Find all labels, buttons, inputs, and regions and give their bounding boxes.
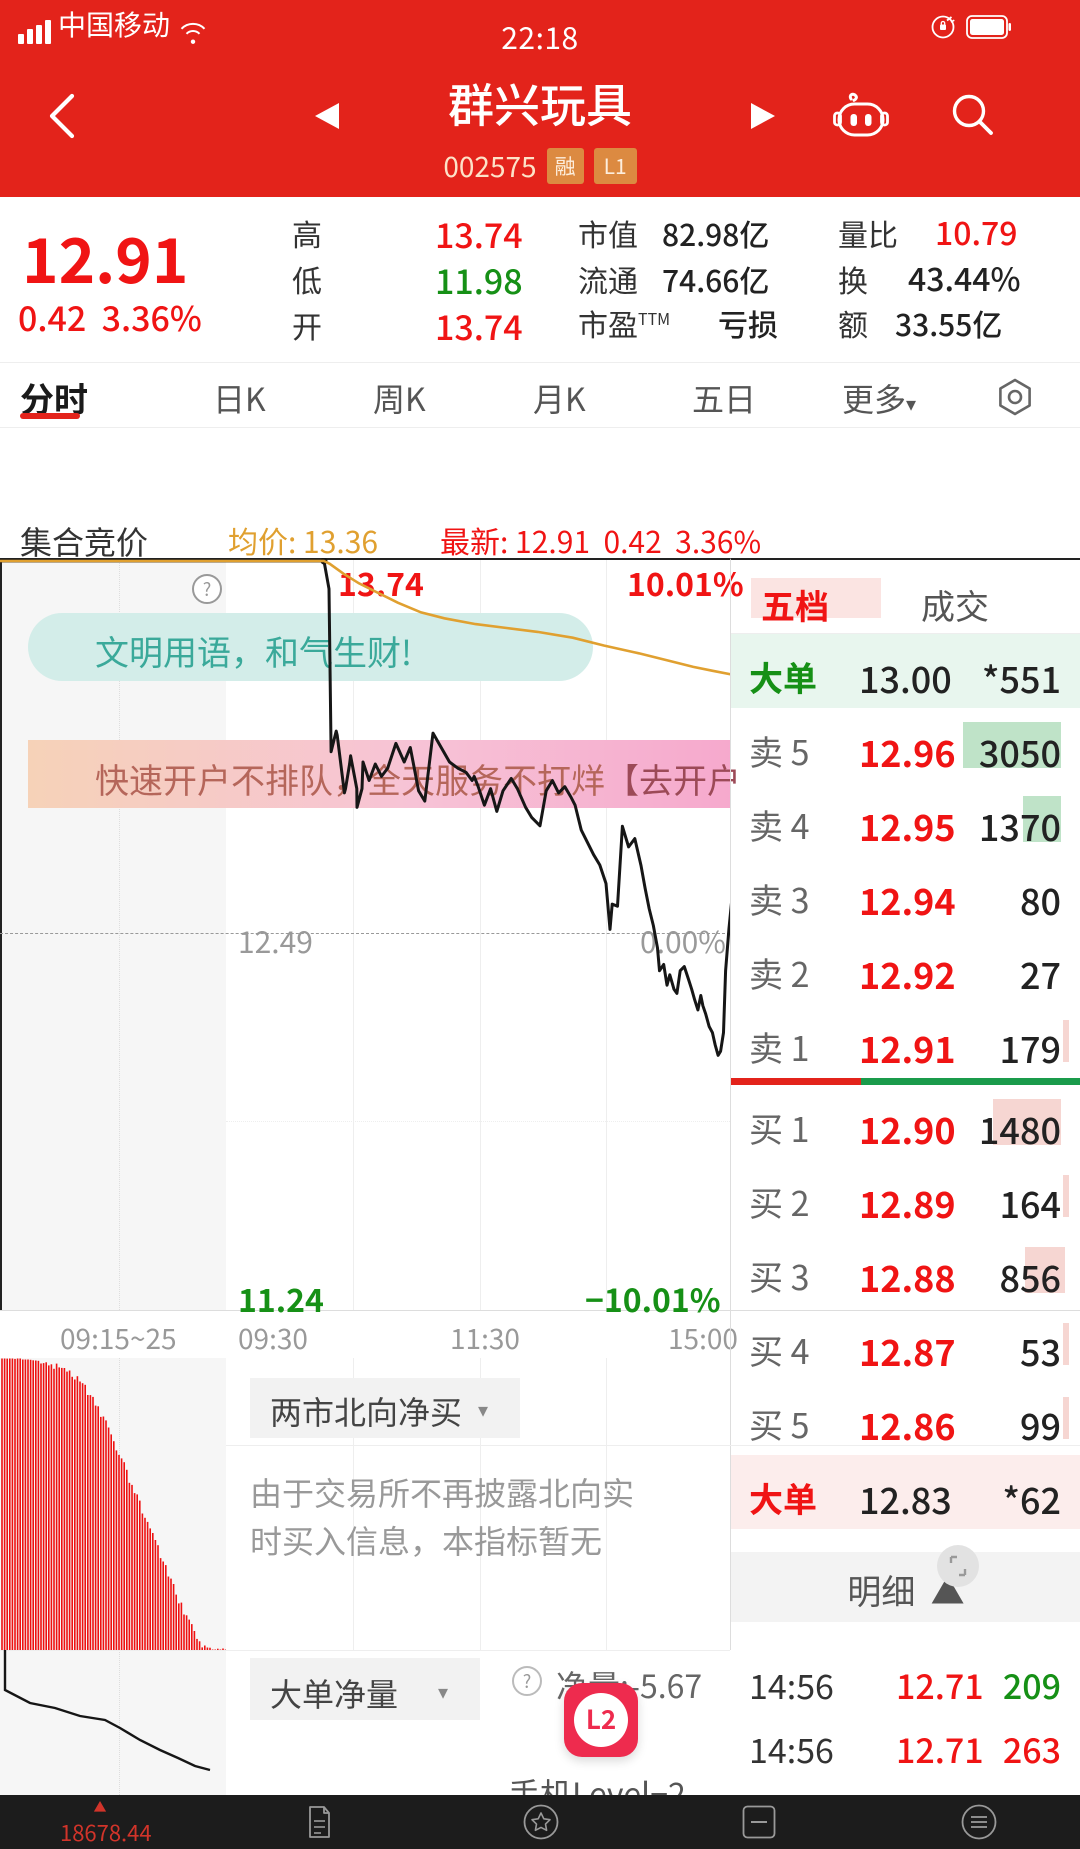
svg-text:?: ? — [523, 1668, 532, 1694]
